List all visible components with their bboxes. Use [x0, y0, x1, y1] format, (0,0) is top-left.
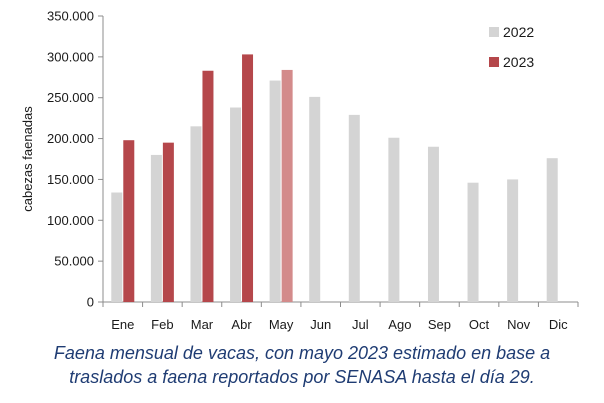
x-tick-label: Jun: [310, 317, 331, 332]
bar-2022-oct: [467, 182, 479, 302]
y-tick-label: 300.000: [47, 49, 94, 64]
y-tick-label: 150.000: [47, 172, 94, 187]
bar-2022-mar: [190, 126, 202, 302]
y-tick-label: 100.000: [47, 213, 94, 228]
bar-2023-ene: [123, 140, 135, 302]
bar-2022-jun: [309, 96, 321, 302]
caption-line-2: traslados a faena reportados por SENASA …: [69, 367, 535, 387]
bar-2022-dic: [546, 158, 558, 302]
bar-2022-jul: [348, 114, 360, 302]
x-tick-label: Sep: [428, 317, 451, 332]
x-tick-label: May: [269, 317, 294, 332]
x-tick-label: Mar: [191, 317, 214, 332]
legend-label-2023: 2023: [503, 54, 534, 70]
bar-2022-nov: [507, 179, 519, 302]
bar-2022-feb: [150, 154, 162, 302]
y-tick-label: 250.000: [47, 90, 94, 105]
x-tick-label: Ene: [111, 317, 134, 332]
x-tick-label: Nov: [507, 317, 531, 332]
bar-2023-may: [281, 69, 293, 302]
y-axis-title: cabezas faenadas: [20, 106, 35, 212]
bars: [111, 54, 558, 303]
y-tick-label: 200.000: [47, 131, 94, 146]
x-axis: Ene Feb Mar Abr May Jun Jul Ago Sep Oct Nov Dic: [102, 301, 579, 332]
x-tick-label: Feb: [151, 317, 173, 332]
bar-2022-may: [269, 80, 281, 302]
caption-line-1: Faena mensual de vacas, con mayo 2023 es…: [53, 343, 551, 363]
legend-swatch-2022: [489, 27, 499, 37]
y-tick-label: 350.000: [47, 9, 94, 24]
y-axis: 0 50.000 100.000 150.000 200.000 250.000 300.0…: [47, 9, 104, 310]
bar-2022-abr: [230, 107, 242, 303]
bar-2022-ago: [388, 137, 400, 302]
x-tick-label: Oct: [469, 317, 490, 332]
legend-swatch-2023: [489, 57, 499, 67]
x-tick-label: Dic: [549, 317, 568, 332]
bar-2023-feb: [162, 142, 174, 302]
legend-label-2022: 2022: [503, 24, 534, 40]
y-tick-label: 0: [87, 295, 94, 310]
x-tick-label: Ago: [388, 317, 411, 332]
chart: cabezas faenadas 0 50.000 100.000 150.000 20…: [20, 9, 579, 332]
figure-caption: Faena mensual de vacas, con mayo 2023 es…: [0, 341, 604, 389]
bar-2023-abr: [242, 54, 254, 302]
x-tick-label: Abr: [231, 317, 252, 332]
y-tick-label: 50.000: [54, 254, 94, 269]
x-tick-label: Jul: [352, 317, 369, 332]
legend: 2022 2023: [489, 24, 534, 70]
bar-2022-sep: [427, 146, 439, 302]
bar-2023-mar: [202, 70, 214, 303]
bar-2022-ene: [111, 192, 123, 302]
